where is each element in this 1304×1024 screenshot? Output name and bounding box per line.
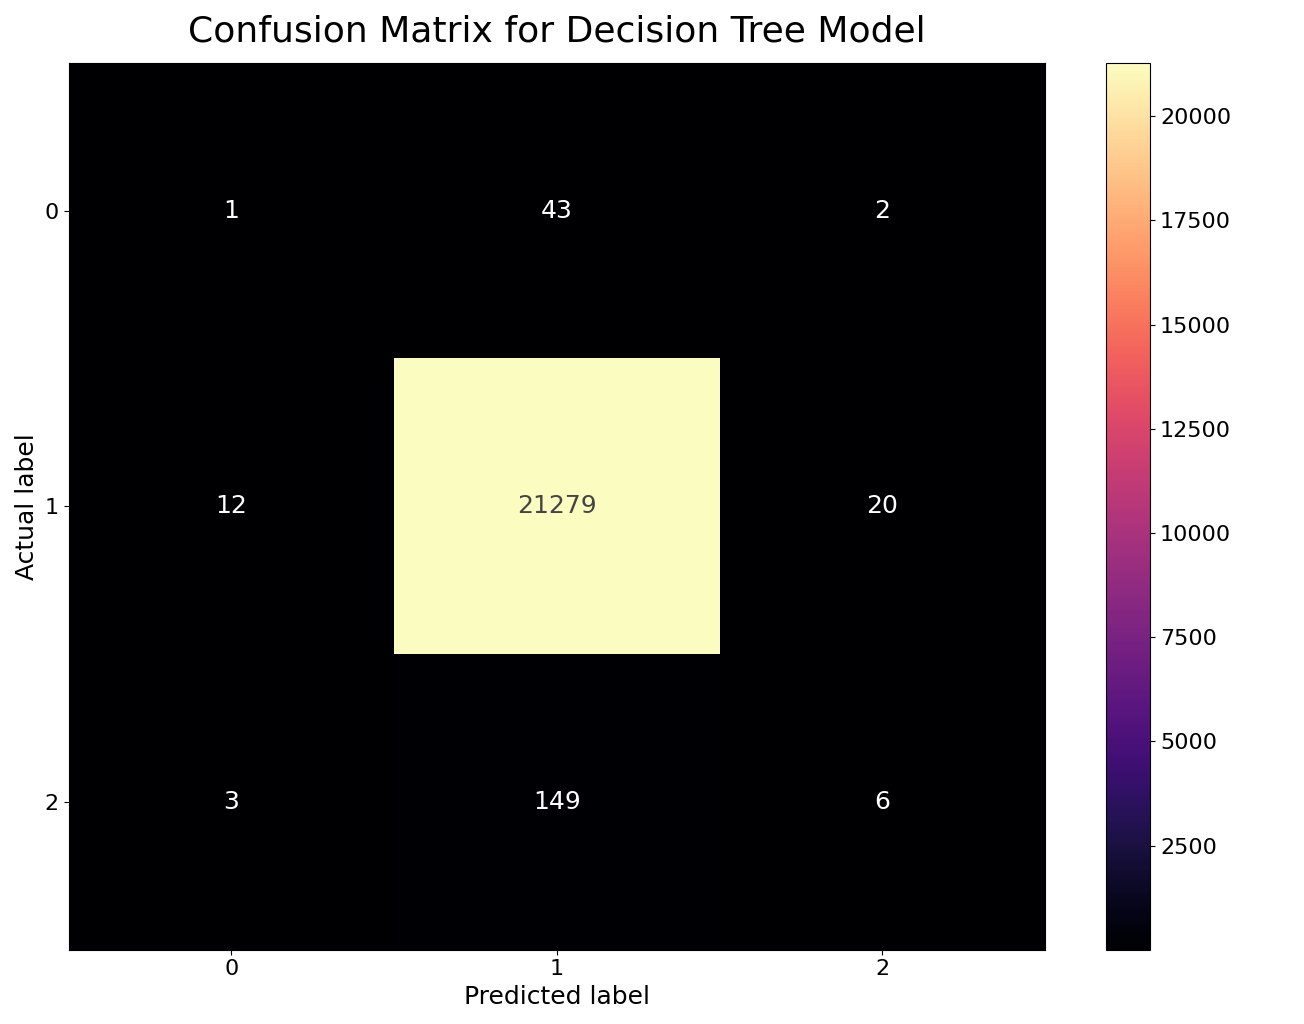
Y-axis label: Actual label: Actual label	[16, 433, 39, 580]
Text: 21279: 21279	[516, 495, 596, 518]
Text: 1: 1	[223, 199, 239, 222]
X-axis label: Predicted label: Predicted label	[464, 985, 649, 1009]
Title: Confusion Matrix for Decision Tree Model: Confusion Matrix for Decision Tree Model	[188, 15, 926, 49]
Text: 20: 20	[866, 495, 898, 518]
Text: 2: 2	[874, 199, 891, 222]
Text: 3: 3	[223, 790, 239, 814]
Text: 149: 149	[533, 790, 580, 814]
Text: 12: 12	[215, 495, 248, 518]
Text: 6: 6	[874, 790, 891, 814]
Text: 43: 43	[541, 199, 572, 222]
